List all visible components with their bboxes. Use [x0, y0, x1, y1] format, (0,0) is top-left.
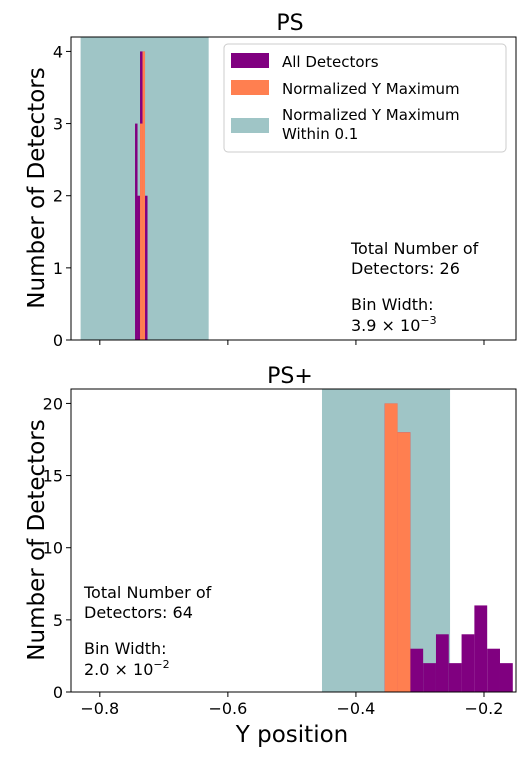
legend-box [223, 43, 507, 153]
ytick-label: 20 [43, 394, 63, 413]
ps-title: PS [276, 11, 303, 36]
psplus-total-line1: Total Number of [83, 583, 212, 602]
bar-all-detectors [474, 605, 488, 692]
bar-all-detectors [423, 663, 436, 692]
psplus-bin-line1: Bin Width: [84, 639, 167, 658]
ytick-label: 1 [53, 259, 63, 278]
ps-legend: All Detectors Normalized Y Maximum Norma… [223, 43, 507, 153]
xtick-label: −0.6 [208, 699, 247, 718]
ytick-label: 4 [53, 42, 63, 61]
psplus-total-line2: Detectors: 64 [84, 603, 193, 622]
ytick-label: 10 [43, 539, 63, 558]
bar-normalized-y-maximum [397, 432, 411, 692]
ytick-label: 5 [53, 611, 63, 630]
bar-normalized-y-maximum [140, 123, 143, 340]
ps-ylabel: Number of Detectors [24, 67, 50, 308]
ytick-label: 2 [53, 187, 63, 206]
ps-ticks: 0 1 2 3 4 [53, 42, 485, 350]
ps-bars [135, 51, 148, 341]
bar-all-detectors [410, 648, 424, 692]
bar-all-detectors [461, 634, 475, 692]
ps-panel: PS Number of Detectors 0 1 2 3 4 All Detecto… [24, 11, 517, 350]
bar-all-detectors [135, 123, 138, 340]
ytick-label: 0 [53, 683, 63, 702]
legend-swatch-all [231, 53, 269, 68]
legend-label-band: Normalized Y Maximum Within 0.1 [282, 106, 464, 143]
xtick-label: −0.4 [336, 699, 375, 718]
legend-swatch-norm [231, 80, 269, 95]
ps-bin-line2: 3.9 × 10−3 [351, 314, 437, 335]
ytick-label: 3 [53, 115, 63, 134]
bar-normalized-y-maximum [142, 51, 146, 341]
psplus-annotation: Total Number of Detectors: 64 Bin Width:… [83, 583, 212, 679]
psplus-panel: PS+ Number of Detectors 0 5 10 15 20 −0.8 −0.6… [24, 364, 517, 748]
ytick-label: 15 [43, 467, 63, 486]
legend-swatch-band [231, 118, 269, 133]
psplus-bin-line2: 2.0 × 10−2 [84, 658, 170, 679]
bar-all-detectors [145, 195, 148, 340]
legend-label-all: All Detectors [282, 53, 379, 71]
ps-annotation: Total Number of Detectors: 26 Bin Width:… [350, 239, 479, 335]
psplus-ylabel: Number of Detectors [24, 419, 50, 660]
ytick-label: 0 [53, 331, 63, 350]
psplus-xlabel: Y position [235, 722, 348, 748]
bar-all-detectors [487, 648, 500, 692]
ps-total-line1: Total Number of [350, 239, 479, 258]
psplus-ticks: 0 5 10 15 20 −0.8 −0.6 −0.4 −0.2 [43, 394, 504, 718]
xtick-label: −0.2 [465, 699, 504, 718]
bar-normalized-y-maximum [384, 403, 398, 692]
ps-bin-line1: Bin Width: [351, 295, 434, 314]
bar-all-detectors [137, 195, 141, 340]
xtick-label: −0.8 [80, 699, 119, 718]
psplus-bars [384, 403, 513, 692]
bar-all-detectors [435, 634, 449, 692]
ps-total-line2: Detectors: 26 [351, 259, 460, 278]
legend-label-norm: Normalized Y Maximum [282, 80, 460, 98]
bar-all-detectors [448, 663, 462, 692]
ps-axes-frame [70, 36, 517, 341]
bar-all-detectors [499, 663, 513, 692]
psplus-axes-frame [70, 388, 517, 693]
psplus-title: PS+ [267, 364, 313, 389]
